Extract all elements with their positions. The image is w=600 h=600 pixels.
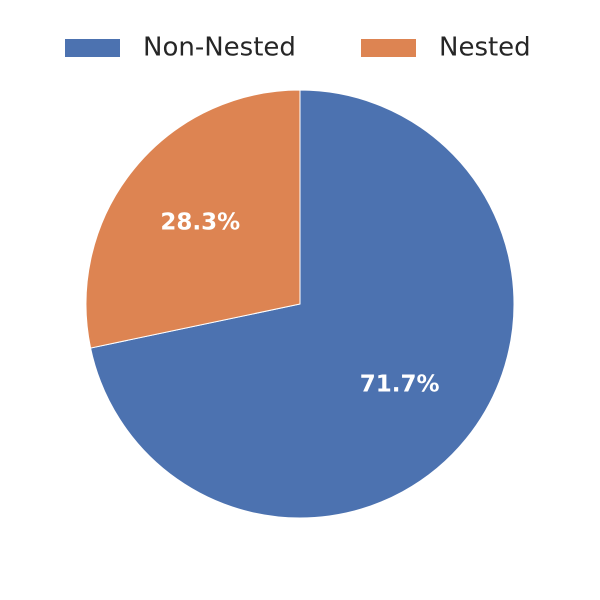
pie-slice [85, 89, 301, 349]
pie-slice [89, 89, 515, 519]
legend-label: Non-Nested [143, 33, 296, 63]
value-label: 28.3% [160, 210, 240, 236]
value-label: 71.7% [360, 371, 440, 397]
legend-swatch [361, 39, 416, 57]
legend-swatch [65, 39, 120, 57]
legend-label: Nested [439, 33, 531, 63]
